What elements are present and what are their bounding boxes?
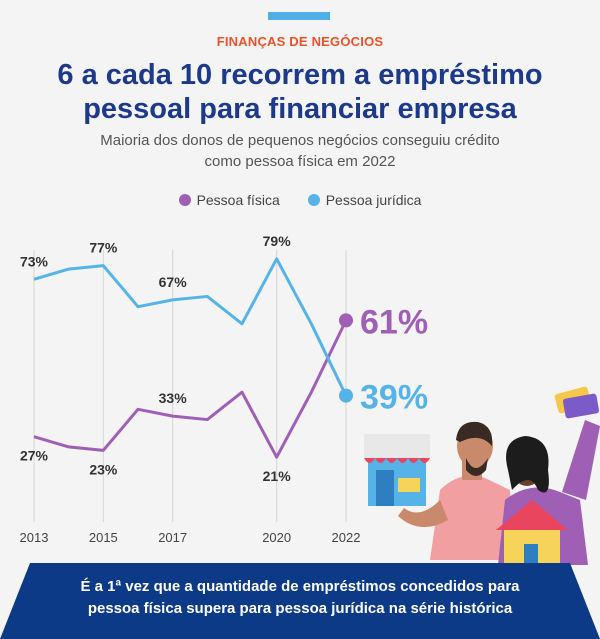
x-tick-label: 2013 [20, 530, 49, 545]
footer-line-2: pessoa física supera para pessoa jurídic… [87, 600, 513, 617]
man-figure [398, 421, 515, 560]
section-kicker: FINANÇAS DE NEGÓCIOS [216, 34, 384, 49]
top-accent-bar [268, 12, 330, 20]
page-title: 6 a cada 10 recorrem a empréstimo pessoa… [0, 58, 600, 126]
end-point-pj [339, 388, 353, 403]
data-label: 73% [20, 253, 49, 269]
data-label: 23% [89, 461, 118, 477]
footer-banner: É a 1ª vez que a quantidade de empréstim… [0, 563, 600, 639]
subtitle-line-2: como pessoa física em 2022 [204, 153, 396, 170]
data-label: 33% [159, 390, 188, 406]
legend-dot-pf [178, 194, 191, 206]
subtitle: Maioria dos donos de pequenos negócios c… [0, 130, 600, 172]
end-label-pj: 39% [360, 379, 428, 417]
title-line-2: pessoal para financiar empresa [83, 93, 517, 125]
legend-item-pessoa-juridica: Pessoa jurídica [307, 192, 422, 208]
data-label: 67% [159, 274, 188, 290]
series-line-pj [33, 257, 348, 397]
series-line-pf [33, 319, 348, 459]
subtitle-line-1: Maioria dos donos de pequenos negócios c… [100, 132, 500, 149]
legend-label-pj: Pessoa jurídica [325, 192, 422, 208]
chart-legend: Pessoa física Pessoa jurídica [0, 192, 600, 208]
data-label: 27% [20, 448, 49, 464]
x-tick-label: 2015 [89, 530, 118, 545]
legend-item-pessoa-fisica: Pessoa física [178, 192, 280, 208]
footer-line-1: É a 1ª vez que a quantidade de empréstim… [80, 578, 520, 595]
title-line-1: 6 a cada 10 recorrem a empréstimo [57, 59, 543, 91]
house-icon [496, 500, 568, 568]
legend-dot-pj [307, 194, 320, 206]
data-label: 79% [263, 233, 292, 249]
x-tick-label: 2022 [332, 530, 361, 545]
data-label: 77% [89, 240, 118, 256]
end-label-pf: 61% [360, 303, 428, 341]
x-tick-label: 2020 [262, 530, 291, 545]
data-label: 21% [263, 468, 292, 484]
end-point-pf [339, 313, 353, 328]
store-icon [364, 434, 430, 506]
legend-label-pf: Pessoa física [196, 192, 280, 208]
x-tick-label: 2017 [158, 530, 187, 545]
